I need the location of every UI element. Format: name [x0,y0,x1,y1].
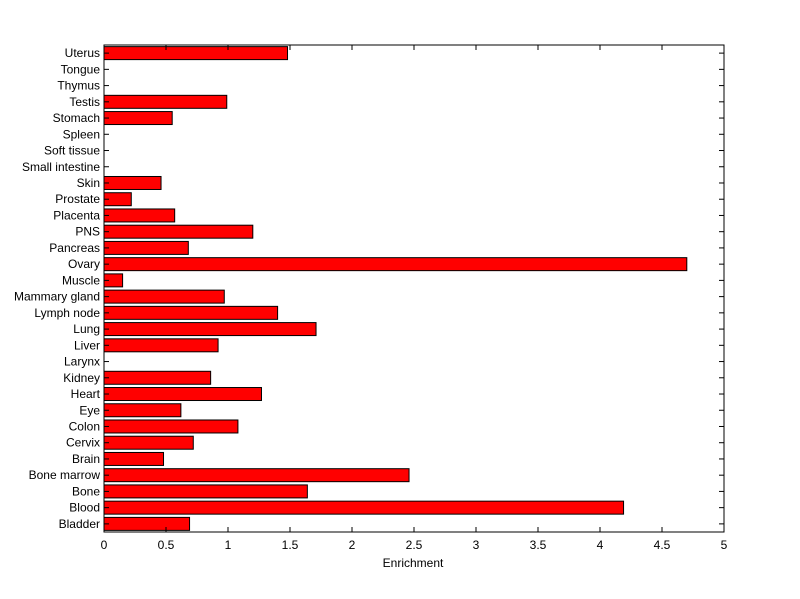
bar-skin [103,175,162,190]
x-tick-label: 2 [349,538,356,552]
y-tick-label: Skin [77,176,100,190]
x-axis-label: Enrichment [383,556,444,570]
y-tick-label: Bone marrow [29,468,101,482]
bar-ovary [103,257,688,272]
y-tick-label: Testis [69,95,100,109]
y-tick-label: Pancreas [49,241,100,255]
x-tick-label: 4.5 [654,538,671,552]
bar-eye [103,403,182,418]
bar-lymph-node [103,305,279,320]
y-tick-label: Larynx [64,355,100,369]
bar-pns [103,224,254,239]
y-tick-label: Thymus [57,79,100,93]
y-tick-label: Cervix [66,436,100,450]
bar-placenta [103,208,176,223]
bar-blood [103,500,625,515]
y-tick-label: Ovary [68,257,100,271]
x-tick-label: 0 [101,538,108,552]
bar-uterus [103,46,289,61]
bar-cervix [103,435,194,450]
plot-border [103,44,725,533]
x-tick-label: 5 [721,538,728,552]
y-tick-label: Stomach [53,111,100,125]
y-tick-label: PNS [75,225,100,239]
y-tick-label: Bone [72,484,100,498]
y-tick-label: Spleen [63,127,100,141]
bar-bone-marrow [103,468,410,483]
bar-liver [103,338,219,353]
y-tick-label: Tongue [61,62,101,76]
y-tick-label: Uterus [65,46,100,60]
x-tick-label: 1 [225,538,232,552]
y-tick-label: Placenta [53,208,100,222]
bar-stomach [103,111,173,126]
y-tick-label: Lung [73,322,100,336]
bar-kidney [103,370,212,385]
bar-testis [103,94,228,109]
y-tick-label: Kidney [63,371,100,385]
y-tick-label: Brain [72,452,100,466]
x-tick-label: 3.5 [530,538,547,552]
y-tick-label: Small intestine [22,160,100,174]
bar-brain [103,451,165,466]
y-tick-label: Liver [74,338,100,352]
bar-pancreas [103,240,189,255]
y-tick-label: Muscle [62,273,100,287]
plot-frame [103,44,725,533]
y-tick-label: Prostate [55,192,100,206]
bar-heart [103,387,262,402]
x-tick-label: 4 [597,538,604,552]
y-tick-label: Bladder [59,517,100,531]
y-tick-label: Colon [69,419,100,433]
y-tick-label: Soft tissue [44,144,100,158]
y-tick-label: Blood [69,501,100,515]
y-tick-label: Mammary gland [14,290,100,304]
bar-colon [103,419,239,434]
x-tick-label: 1.5 [282,538,299,552]
x-tick-label: 0.5 [158,538,175,552]
y-tick-label: Heart [71,387,101,401]
bar-bladder [103,516,191,531]
x-tick-label: 2.5 [406,538,423,552]
bar-bone [103,484,308,499]
bar-mammary-gland [103,289,225,304]
bar-lung [103,322,317,337]
y-tick-label: Eye [79,403,100,417]
x-tick-label: 3 [473,538,480,552]
y-tick-label: Lymph node [34,306,100,320]
